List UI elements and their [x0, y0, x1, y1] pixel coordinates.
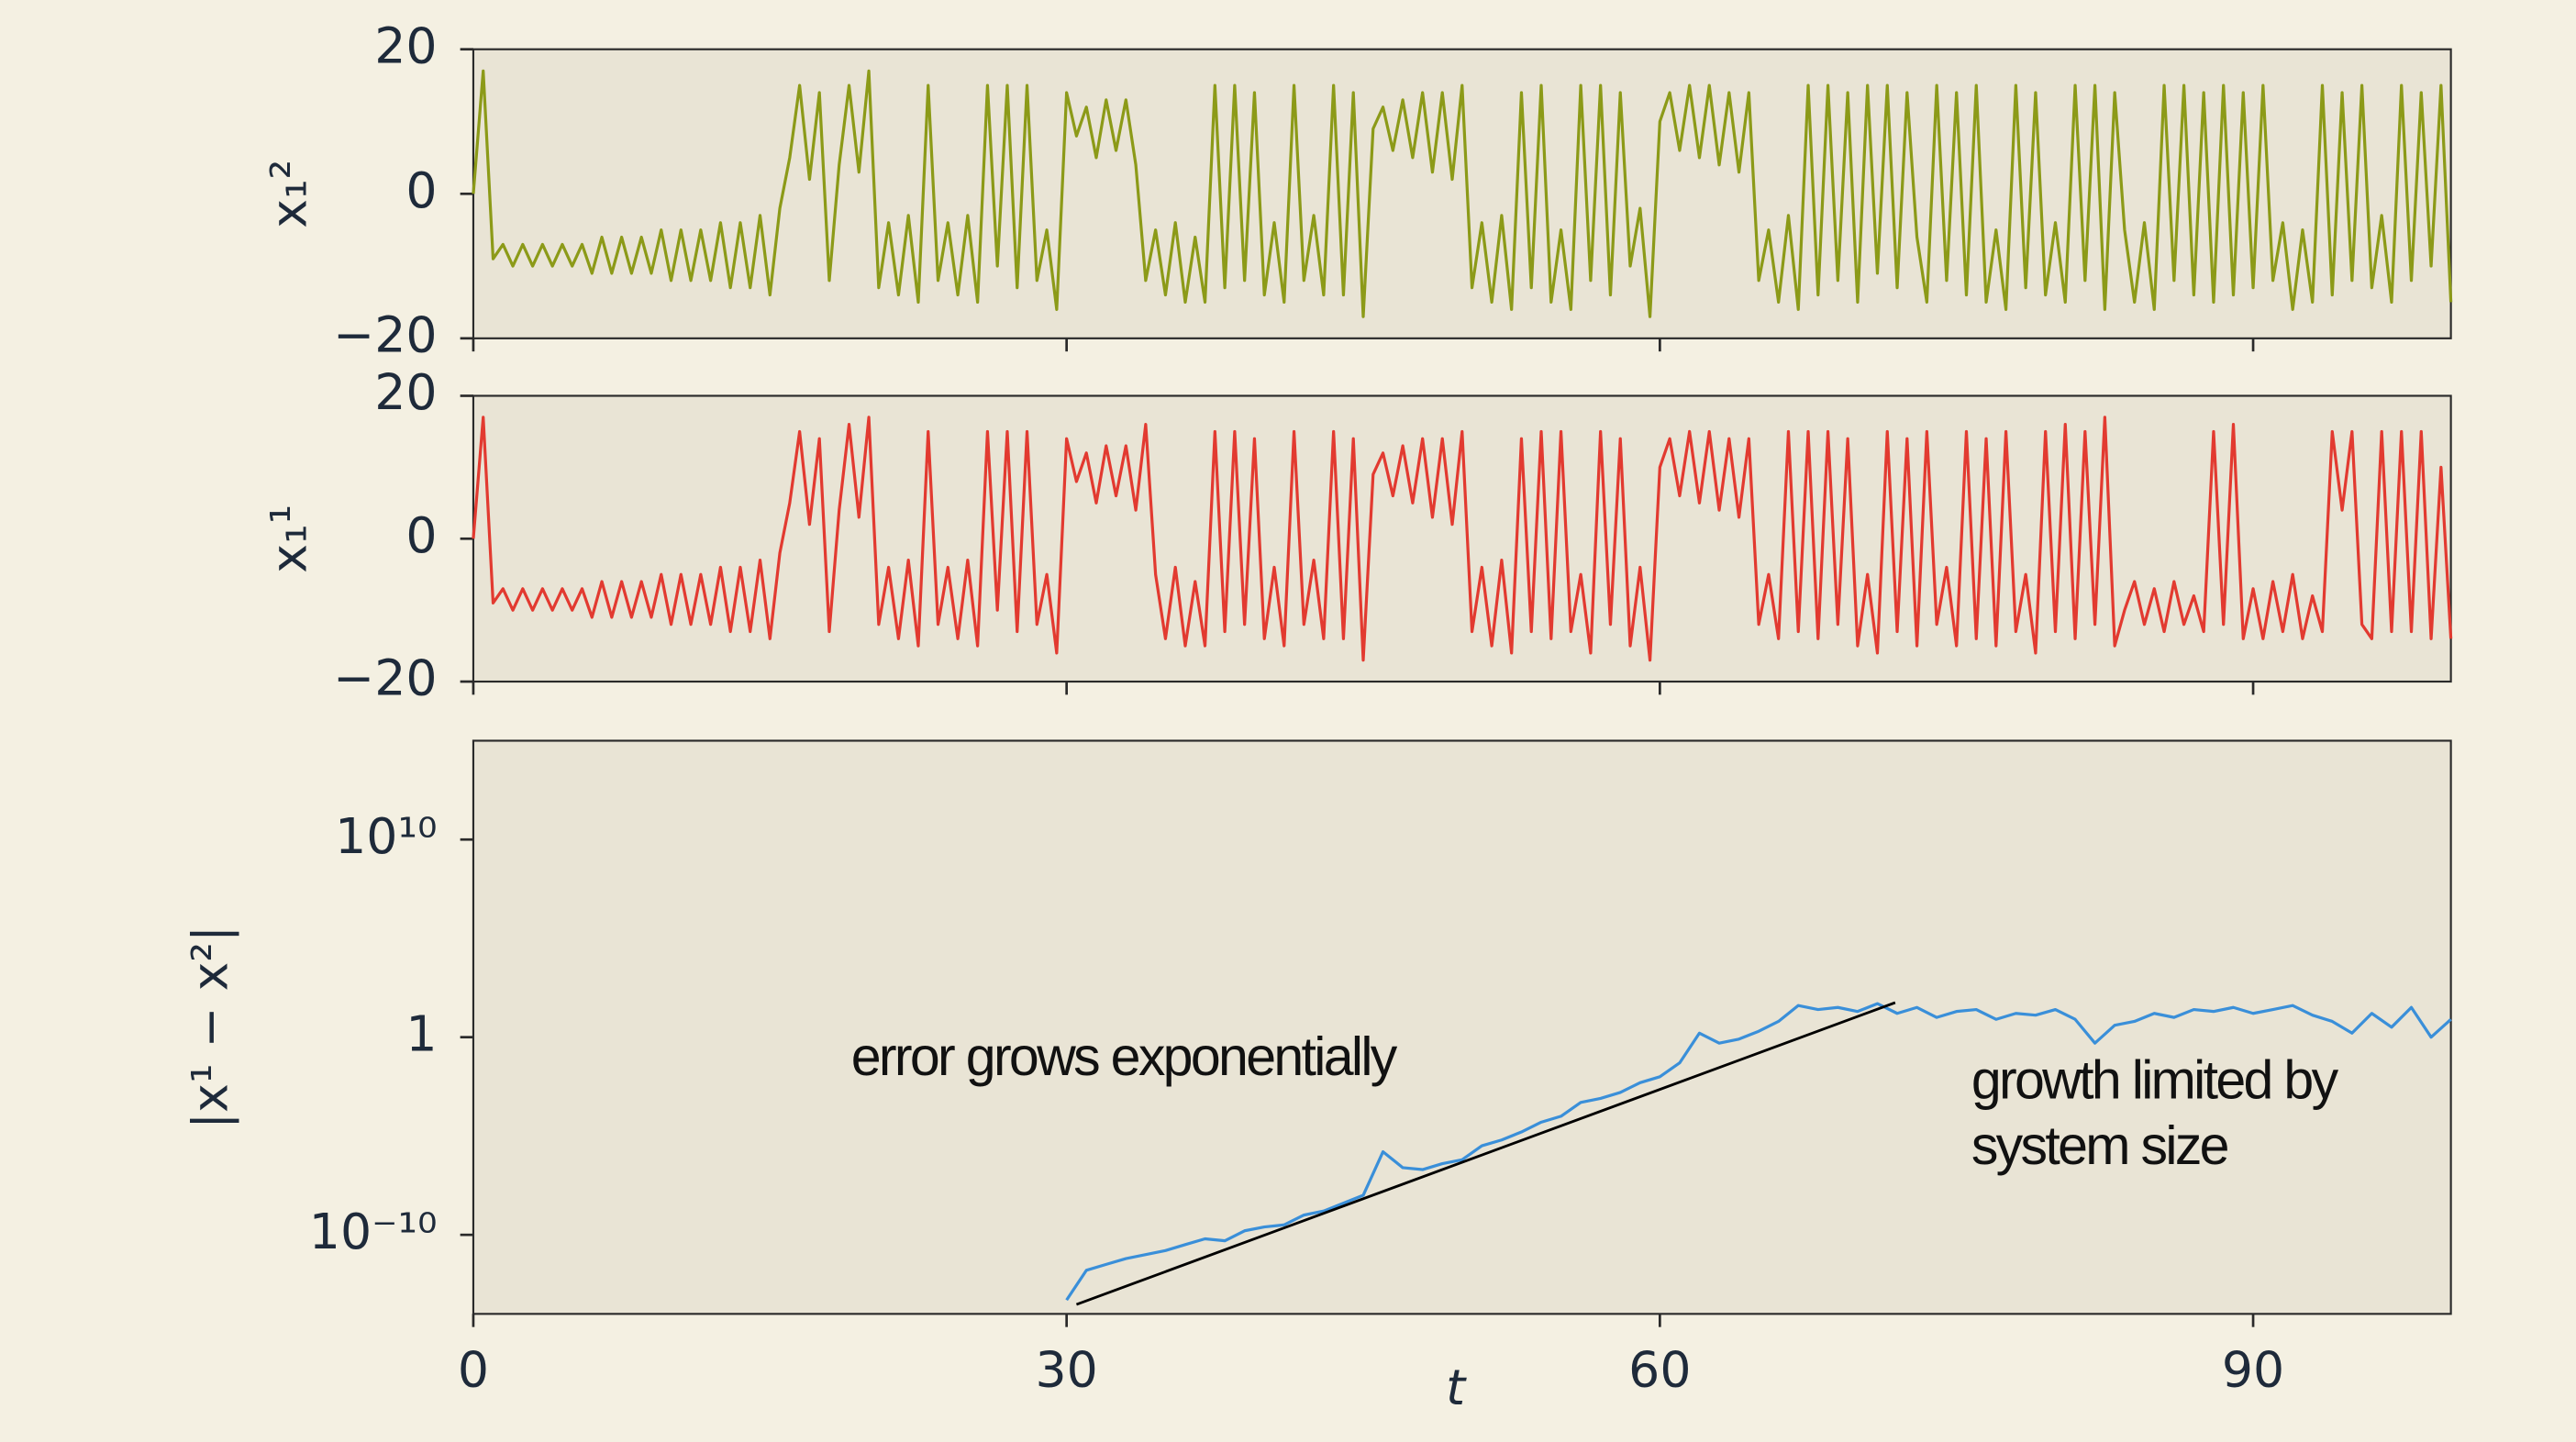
plot-area	[472, 739, 2452, 1315]
annotation: growth limited by	[1971, 1049, 2339, 1110]
x-tick-label: 60	[1628, 1340, 1691, 1398]
data-line	[472, 416, 2453, 662]
y-tick-label: 0	[405, 161, 437, 219]
data-line	[472, 69, 2453, 318]
y-tick-label: 10¹⁰	[335, 807, 437, 865]
x-axis-label: t	[1446, 1359, 1467, 1416]
annotation: system size	[1971, 1115, 2228, 1176]
x-tick-label: 0	[458, 1340, 489, 1398]
x-tick-label: 90	[2222, 1340, 2284, 1398]
y-tick-label: 20	[374, 17, 437, 74]
y-axis-label: |x¹ − x²|	[182, 926, 239, 1129]
y-tick-label: 10⁻¹⁰	[309, 1203, 438, 1260]
fit-line	[1075, 1001, 1896, 1306]
data-line	[1065, 1002, 2452, 1302]
y-tick-label: −20	[333, 649, 437, 707]
y-tick-label: 0	[405, 506, 437, 564]
y-tick-label: 20	[374, 363, 437, 421]
annotation: error grows exponentially	[851, 1026, 1398, 1087]
y-axis-label: x₁¹	[261, 505, 318, 573]
y-axis-label: x₁²	[261, 160, 318, 228]
x-tick-label: 30	[1035, 1340, 1097, 1398]
y-tick-label: −20	[333, 305, 437, 363]
y-tick-label: 1	[405, 1004, 437, 1062]
